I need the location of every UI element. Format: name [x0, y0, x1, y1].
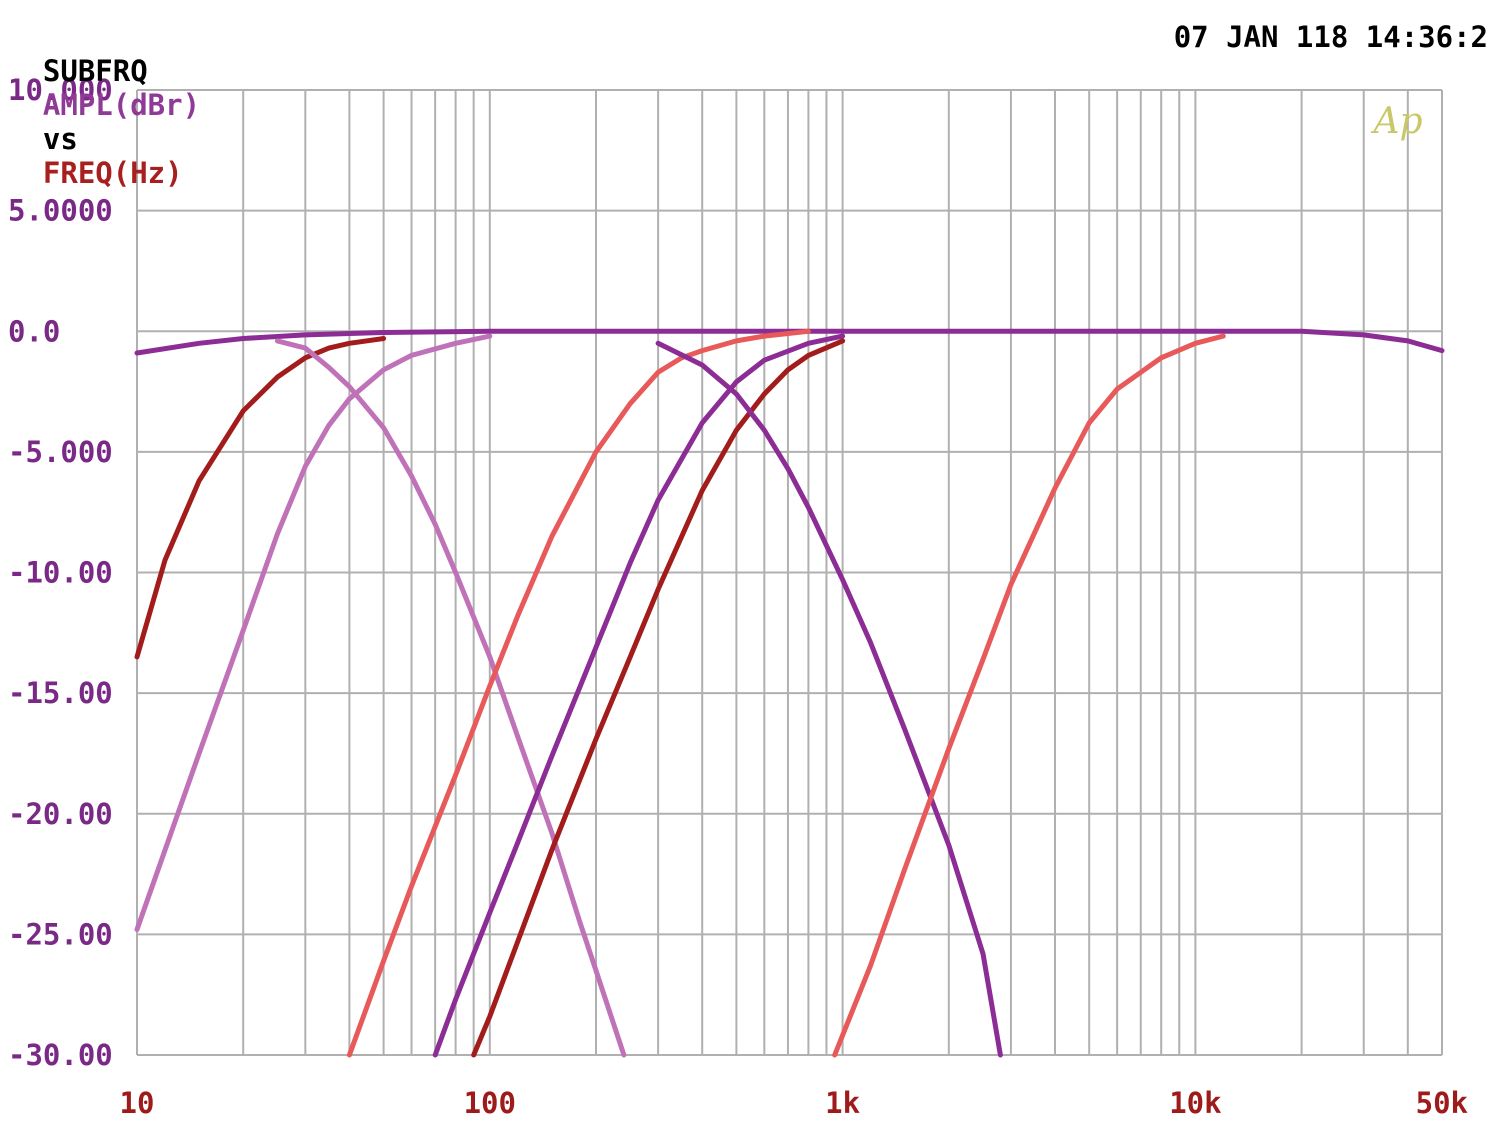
- y-tick-label: -5.000: [8, 435, 113, 469]
- x-tick-label: 100: [464, 1086, 516, 1120]
- series-line-5: [346, 328, 811, 1058]
- y-tick-label: 0.0: [8, 314, 60, 348]
- series-line-4: [274, 338, 627, 1058]
- y-tick-label: -15.00: [8, 676, 113, 710]
- header-y-quantity: AMPL(dBr): [42, 88, 201, 122]
- series-group: [134, 328, 1445, 1058]
- y-tick-labels: 10.000 5.0000 0.0 -5.000 -10.00 -15.00 -20.00 -…: [8, 73, 113, 1072]
- x-tick-labels: 10 100 1k 10k 50k: [120, 1086, 1468, 1120]
- header-x-quantity: FREQ(Hz): [42, 156, 183, 190]
- series-line-2: [134, 336, 387, 660]
- y-tick-label: -25.00: [8, 917, 113, 951]
- series-line-8: [655, 340, 1003, 1058]
- y-tick-label: -10.00: [8, 556, 113, 590]
- x-tick-label: 10k: [1169, 1086, 1221, 1120]
- ap-logo: Ap: [1370, 101, 1422, 142]
- x-tick-label: 50k: [1416, 1086, 1468, 1120]
- y-tick-label: -20.00: [8, 797, 113, 831]
- grid: [136, 89, 1443, 1056]
- series-line-6: [432, 333, 846, 1058]
- header-vs: vs: [42, 122, 78, 156]
- series-line-3: [134, 333, 493, 932]
- series-line-9: [832, 333, 1226, 1058]
- chart-header: SUBFRQ AMPL(dBr) vs FREQ(Hz): [8, 20, 200, 190]
- x-tick-label: 1k: [825, 1086, 860, 1120]
- header-prefix: SUBFRQ: [42, 54, 148, 88]
- x-tick-label: 10: [120, 1086, 155, 1120]
- y-tick-label: 5.0000: [8, 194, 113, 228]
- header-timestamp: 07 JAN 118 14:36:2: [1173, 20, 1488, 54]
- y-tick-label: -30.00: [8, 1038, 113, 1072]
- y-tick-label: 10.000: [8, 73, 113, 107]
- series-line-7: [471, 338, 846, 1058]
